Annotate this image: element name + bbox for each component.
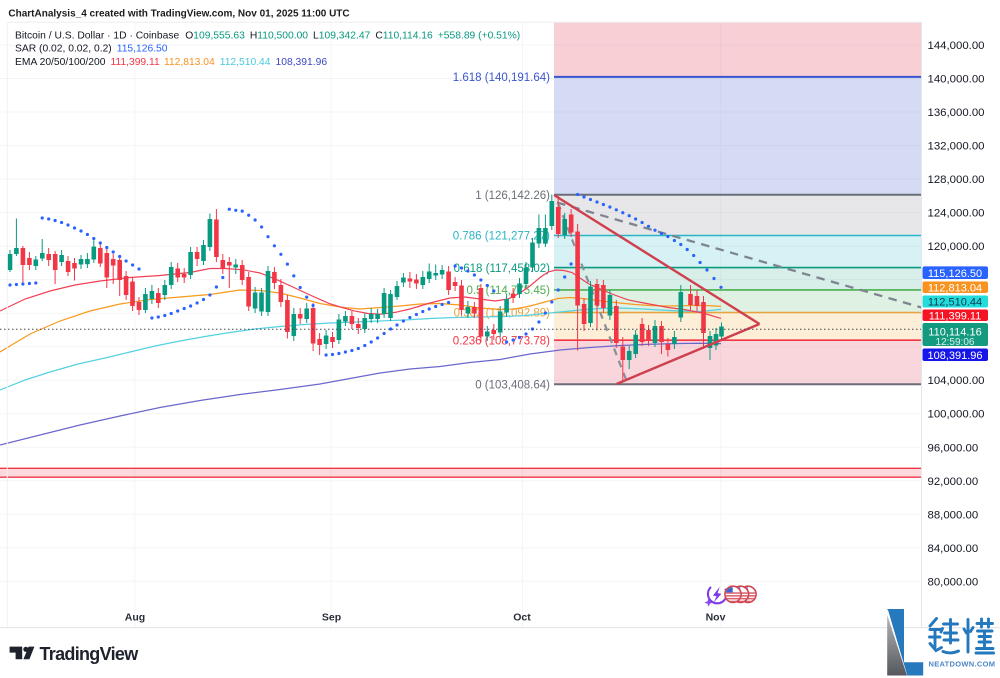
svg-text:132,000.00: 132,000.00: [928, 141, 985, 153]
svg-text:112,510.44: 112,510.44: [928, 297, 982, 309]
svg-text:124,000.00: 124,000.00: [928, 208, 985, 220]
svg-text:111,399.11: 111,399.11: [929, 310, 982, 322]
svg-text:108,391.96: 108,391.96: [927, 350, 982, 362]
svg-text:80,000.00: 80,000.00: [928, 576, 979, 588]
svg-text:84,000.00: 84,000.00: [928, 543, 979, 555]
svg-text:1.618 (140,191.64): 1.618 (140,191.64): [453, 72, 550, 84]
svg-text:0.618 (117,458.02): 0.618 (117,458.02): [454, 263, 551, 275]
svg-text:12:59:06: 12:59:06: [936, 337, 975, 348]
svg-text:88,000.00: 88,000.00: [928, 509, 979, 521]
svg-text:SAR (0.02, 0.02, 0.2)115,126.5: SAR (0.02, 0.02, 0.2) 115,126.50: [15, 44, 168, 55]
svg-text:Nov: Nov: [706, 612, 726, 624]
svg-text:0.236 (108,773.78): 0.236 (108,773.78): [453, 335, 550, 347]
svg-text:128,000.00: 128,000.00: [928, 174, 985, 186]
svg-text:136,000.00: 136,000.00: [928, 107, 985, 119]
svg-text:0.5 (114,775.45): 0.5 (114,775.45): [466, 285, 550, 297]
svg-text:110,114.16: 110,114.16: [928, 326, 981, 338]
svg-text:112,813.04: 112,813.04: [928, 282, 982, 294]
svg-text:NEATDOWN.COM: NEATDOWN.COM: [929, 660, 996, 669]
svg-text:Bitcoin / U.S. Dollar · 1D · C: Bitcoin / U.S. Dollar · 1D · Coinbase O10…: [15, 31, 520, 42]
svg-text:ChartAnalysis_4 created with T: ChartAnalysis_4 created with TradingView…: [8, 9, 349, 20]
svg-text:96,000.00: 96,000.00: [928, 442, 979, 454]
svg-text:1 (126,142.26): 1 (126,142.26): [475, 190, 550, 202]
svg-text:Sep: Sep: [322, 612, 341, 624]
svg-text:120,000.00: 120,000.00: [928, 241, 985, 253]
svg-text:Oct: Oct: [513, 612, 531, 624]
svg-text:104,000.00: 104,000.00: [928, 375, 985, 387]
svg-text:140,000.00: 140,000.00: [928, 74, 985, 86]
svg-text:Aug: Aug: [125, 612, 145, 624]
svg-text:115,126.50: 115,126.50: [928, 268, 982, 280]
svg-text:0 (103,408.64): 0 (103,408.64): [475, 380, 550, 392]
svg-text:92,000.00: 92,000.00: [928, 476, 979, 488]
svg-text:144,000.00: 144,000.00: [928, 40, 985, 52]
svg-text:100,000.00: 100,000.00: [928, 409, 985, 421]
svg-text:TradingView: TradingView: [40, 644, 140, 664]
svg-text:0.786 (121,277.27): 0.786 (121,277.27): [453, 231, 550, 243]
